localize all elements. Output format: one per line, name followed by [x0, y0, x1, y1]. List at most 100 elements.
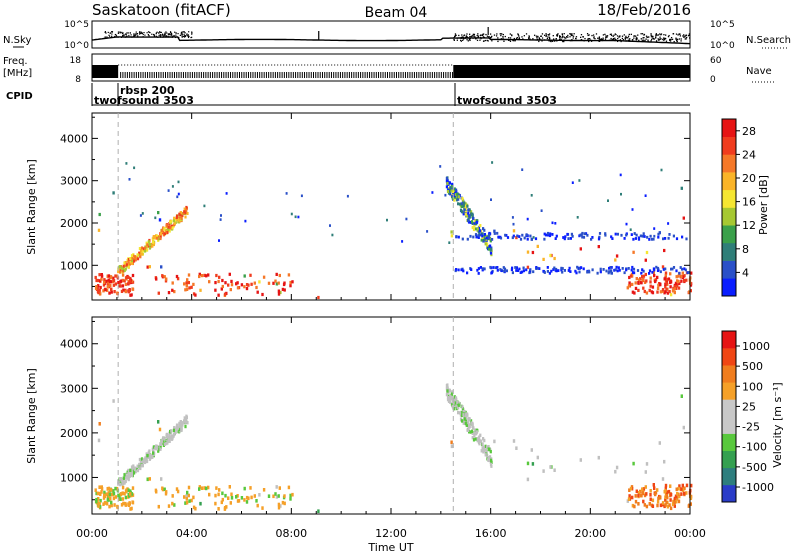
noise-search-dot — [500, 34, 502, 37]
noise-search-dot — [642, 39, 645, 41]
power-cell — [656, 286, 660, 290]
power-cell — [661, 288, 665, 292]
power-cell — [177, 218, 181, 222]
noise-search-dot — [628, 33, 630, 36]
velocity-cell — [464, 415, 467, 419]
velocity-cell — [110, 488, 113, 492]
noise-search-dot — [538, 40, 540, 43]
velocity-cell — [289, 493, 292, 498]
power-cell — [121, 278, 124, 282]
power-cell — [678, 271, 681, 275]
velocity-cell — [654, 492, 657, 497]
power-cell — [621, 267, 624, 270]
power-cell — [489, 265, 492, 269]
velocity-cell — [457, 410, 460, 415]
noise-search-dot — [565, 36, 568, 38]
power-cell — [103, 280, 106, 285]
noise-search-dot — [187, 36, 190, 39]
velocity-cell — [531, 462, 535, 466]
power-cell — [261, 292, 264, 297]
velocity-cell — [146, 454, 149, 458]
velocity-cell — [645, 504, 649, 509]
noise-search-dot — [575, 36, 578, 38]
power-cell — [482, 235, 485, 239]
power-cell — [639, 234, 642, 238]
power-cell — [553, 266, 556, 270]
power-cell — [655, 265, 658, 269]
nave-label: Nave — [746, 66, 772, 77]
power-cell — [673, 287, 676, 291]
noise-search-dot — [687, 35, 690, 37]
noise-search-dot — [191, 31, 193, 33]
noise-search-dot — [552, 35, 554, 37]
power-cell — [96, 278, 100, 283]
power-cell — [591, 236, 594, 239]
power-cell — [154, 236, 157, 240]
velocity-cell — [472, 426, 475, 430]
power-cell — [455, 190, 458, 194]
power-cell — [176, 214, 179, 218]
noise-search-dot — [147, 31, 150, 33]
noise-search-dot — [587, 34, 589, 37]
power-cell — [129, 276, 132, 281]
power-cell — [98, 273, 101, 277]
velocity-cell — [487, 458, 490, 463]
noise-search-dot — [546, 37, 549, 40]
power-cell — [674, 281, 678, 285]
power-cell — [185, 205, 188, 209]
noise-search-dot — [517, 33, 519, 35]
power-cell — [180, 216, 183, 220]
power-cell — [151, 244, 154, 248]
noise-search-dot — [462, 38, 465, 40]
power-cell — [446, 181, 449, 185]
power-cell — [122, 269, 125, 273]
power-cell — [481, 267, 484, 271]
velocity-cell — [129, 492, 132, 496]
power-cell — [218, 275, 221, 279]
power-cell — [677, 286, 681, 290]
velocity-cell — [177, 427, 181, 432]
noise-search-dot — [545, 34, 547, 36]
noise-search-dot — [139, 31, 141, 33]
power-cell — [561, 267, 564, 270]
noise-search-dot — [502, 37, 504, 39]
noise-search-dot — [651, 38, 653, 40]
velocity-cell — [236, 494, 239, 498]
velocity-cell — [119, 477, 122, 481]
freq-label-line1: Freq. — [3, 56, 28, 67]
velocity-cell — [641, 487, 644, 491]
power-cell — [249, 273, 252, 277]
noise-search-dot — [477, 35, 480, 37]
power-cell — [634, 237, 637, 240]
power-cell — [95, 285, 98, 289]
noise-search-dot — [618, 36, 620, 38]
velocity-cell — [669, 484, 672, 488]
noise-search-dot — [571, 39, 573, 41]
noise-search-dot — [561, 36, 563, 39]
velocity-cell — [678, 494, 681, 499]
power-cell — [140, 246, 144, 250]
velocity-cell — [160, 439, 164, 443]
power-cell — [155, 277, 158, 281]
power-cell — [123, 261, 126, 265]
power-cell — [521, 168, 524, 171]
time-x-axis: 00:00 04:00 08:00 12:00 16:00 20:00 00:00 — [76, 113, 706, 540]
power-cell — [656, 290, 659, 294]
power-cell — [256, 290, 259, 294]
velocity-cell — [162, 436, 165, 440]
noise-search-dot — [548, 36, 551, 38]
velocity-cell — [183, 416, 186, 420]
velocity-cell — [192, 495, 195, 500]
power-cell — [230, 279, 233, 283]
noise-search-dot — [499, 33, 501, 35]
velocity-cell — [112, 489, 115, 493]
velocity-cell — [466, 423, 469, 427]
velocity-colorbar-frame — [721, 330, 737, 503]
noise-search-dot — [490, 38, 492, 41]
noise-search-dot — [641, 33, 644, 35]
power-cell — [198, 274, 201, 279]
power-colorbar-tick-label: 4 — [742, 266, 749, 279]
power-cell — [167, 189, 170, 192]
velocity-cell — [641, 491, 644, 495]
noise-search-dot — [525, 33, 528, 35]
